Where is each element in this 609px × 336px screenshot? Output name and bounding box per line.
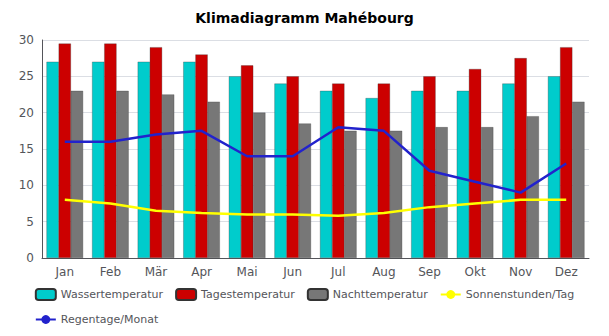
svg-text:Tagestemperatur: Tagestemperatur: [200, 288, 295, 301]
svg-text:Mär: Mär: [145, 265, 168, 279]
svg-text:Dez: Dez: [555, 265, 578, 279]
svg-text:5: 5: [26, 215, 34, 229]
svg-text:Sonnenstunden/Tag: Sonnenstunden/Tag: [466, 288, 574, 301]
svg-text:Wassertemperatur: Wassertemperatur: [61, 288, 164, 301]
svg-text:Aug: Aug: [372, 265, 395, 279]
svg-text:25: 25: [19, 69, 34, 83]
svg-text:Jul: Jul: [330, 265, 345, 279]
svg-text:Feb: Feb: [100, 265, 121, 279]
svg-text:Nov: Nov: [509, 265, 532, 279]
svg-text:10: 10: [19, 178, 34, 192]
svg-text:Nachttemperatur: Nachttemperatur: [333, 288, 428, 301]
svg-text:30: 30: [19, 33, 34, 47]
svg-text:Okt: Okt: [464, 265, 485, 279]
svg-text:Apr: Apr: [191, 265, 212, 279]
svg-text:Mai: Mai: [237, 265, 258, 279]
svg-text:Jun: Jun: [282, 265, 302, 279]
svg-text:Regentage/Monat: Regentage/Monat: [61, 313, 159, 326]
svg-text:0: 0: [26, 251, 34, 265]
svg-text:15: 15: [19, 142, 34, 156]
svg-text:Sep: Sep: [418, 265, 441, 279]
svg-text:Klimadiagramm Mahébourg: Klimadiagramm Mahébourg: [195, 10, 414, 26]
svg-text:20: 20: [19, 106, 34, 120]
svg-text:Jan: Jan: [55, 265, 75, 279]
